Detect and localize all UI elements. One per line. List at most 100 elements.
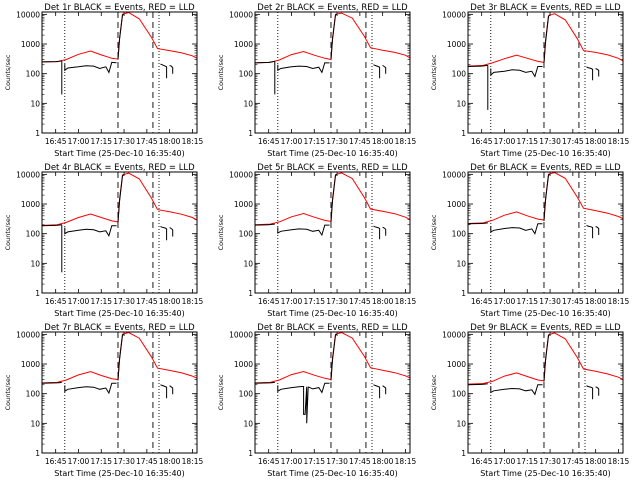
x-tick-label: 17:15 [303, 137, 325, 146]
x-axis-label: Start Time (25-Dec-10 16:35:40) [480, 149, 611, 158]
x-tick-label: 18:15 [182, 297, 204, 306]
x-tick-label: 17:45 [562, 297, 584, 306]
events-series-line [543, 173, 551, 221]
y-axis-label: Counts/sec [430, 214, 438, 250]
x-tick-label: 17:30 [113, 137, 135, 146]
plot-frame [467, 11, 624, 134]
x-tick-label: 18:00 [585, 137, 607, 146]
x-tick-label: 17:00 [494, 137, 516, 146]
plot-frame [467, 171, 624, 294]
chart-panel-8: Det 8r BLACK = Events, RED = LLD Counts/s… [217, 323, 416, 478]
x-tick-label: 17:30 [326, 457, 348, 466]
chart-title: Det 9r BLACK = Events, RED = LLD [470, 323, 621, 333]
y-tick-label: 100 [26, 390, 41, 399]
x-axis-label: Start Time (25-Dec-10 16:35:40) [267, 469, 398, 478]
x-tick-label: 17:30 [326, 297, 348, 306]
y-tick-label: 10 [30, 419, 40, 428]
chart-title: Det 5r BLACK = Events, RED = LLD [257, 163, 408, 173]
y-tick-label: 1 [35, 449, 40, 458]
chart-panel-1: Det 1r BLACK = Events, RED = LLD Counts/s… [4, 3, 203, 158]
y-tick-label: 1000 [447, 200, 466, 209]
x-axis-label: Start Time (25-Dec-10 16:35:40) [480, 309, 611, 318]
y-tick-label: 1 [461, 289, 466, 298]
y-tick-label: 1000 [447, 40, 466, 49]
events-series-line [543, 14, 551, 63]
y-tick-label: 100 [452, 390, 467, 399]
chart-panel-4: Det 4r BLACK = Events, RED = LLD Counts/s… [4, 163, 203, 318]
y-tick-label: 10 [30, 259, 40, 268]
y-tick-label: 1000 [234, 360, 253, 369]
plot-frame [254, 11, 411, 134]
x-tick-label: 17:30 [539, 137, 561, 146]
plot-frame [254, 171, 411, 294]
events-series-line [382, 385, 387, 395]
y-tick-label: 100 [239, 230, 254, 239]
chart-title: Det 3r BLACK = Events, RED = LLD [470, 3, 621, 13]
x-tick-label: 17:45 [136, 457, 158, 466]
events-series-line [373, 64, 381, 79]
x-axis-label: Start Time (25-Dec-10 16:35:40) [267, 149, 398, 158]
x-tick-label: 16:45 [471, 137, 493, 146]
y-tick-label: 100 [26, 230, 41, 239]
events-series-line [330, 333, 338, 381]
x-tick-label: 16:45 [45, 137, 67, 146]
x-axis-label: Start Time (25-Dec-10 16:35:40) [54, 469, 185, 478]
events-series-line [586, 385, 594, 400]
y-tick-label: 10000 [442, 170, 466, 179]
y-tick-label: 10 [243, 419, 253, 428]
x-tick-label: 17:00 [68, 137, 90, 146]
y-axis-label: Counts/sec [217, 374, 225, 410]
y-tick-label: 10 [243, 259, 253, 268]
x-tick-label: 18:15 [395, 137, 417, 146]
plot-frame [41, 331, 198, 454]
x-tick-label: 18:00 [585, 297, 607, 306]
events-series-line [169, 64, 174, 74]
x-tick-label: 18:15 [182, 137, 204, 146]
events-series-line [468, 64, 488, 67]
events-series-line [490, 223, 543, 235]
events-series-line [468, 383, 488, 386]
y-tick-label: 1 [35, 129, 40, 138]
events-series-line [169, 227, 174, 237]
x-tick-label: 17:15 [90, 297, 112, 306]
x-tick-label: 17:00 [68, 457, 90, 466]
events-series-line [117, 173, 125, 223]
y-tick-label: 10000 [229, 330, 253, 339]
x-tick-label: 16:45 [258, 297, 280, 306]
events-series-line [586, 224, 594, 239]
x-axis-label: Start Time (25-Dec-10 16:35:40) [267, 309, 398, 318]
y-tick-label: 1 [248, 289, 253, 298]
events-series-line [64, 382, 117, 395]
events-series-line [490, 65, 543, 78]
x-tick-label: 18:00 [585, 457, 607, 466]
events-series-line [490, 384, 543, 396]
y-tick-label: 10000 [229, 10, 253, 19]
events-series-line [42, 381, 62, 384]
events-series-line [42, 60, 62, 63]
x-axis-label: Start Time (25-Dec-10 16:35:40) [54, 149, 185, 158]
events-series-line [330, 173, 338, 222]
y-axis-label: Counts/sec [430, 54, 438, 90]
x-tick-label: 17:15 [90, 137, 112, 146]
events-series-line [160, 384, 168, 399]
y-tick-label: 10000 [442, 330, 466, 339]
x-tick-label: 18:15 [608, 137, 630, 146]
y-tick-label: 1 [35, 289, 40, 298]
y-axis-label: Counts/sec [4, 214, 12, 250]
y-tick-label: 10 [243, 99, 253, 108]
events-series-line [160, 63, 168, 79]
chart-panel-3: Det 3r BLACK = Events, RED = LLD Counts/s… [430, 3, 629, 158]
chart-title: Det 8r BLACK = Events, RED = LLD [257, 323, 408, 333]
x-tick-label: 17:45 [562, 457, 584, 466]
events-series-line [277, 224, 330, 237]
events-series-line [373, 384, 381, 399]
events-series-line [117, 333, 125, 381]
y-axis-label: Counts/sec [430, 374, 438, 410]
y-tick-label: 10000 [16, 330, 40, 339]
events-series-line [64, 225, 117, 238]
y-tick-label: 100 [26, 70, 41, 79]
x-tick-label: 17:30 [113, 297, 135, 306]
events-series-line [595, 386, 600, 396]
x-tick-label: 17:15 [516, 457, 538, 466]
plot-frame [41, 171, 198, 294]
